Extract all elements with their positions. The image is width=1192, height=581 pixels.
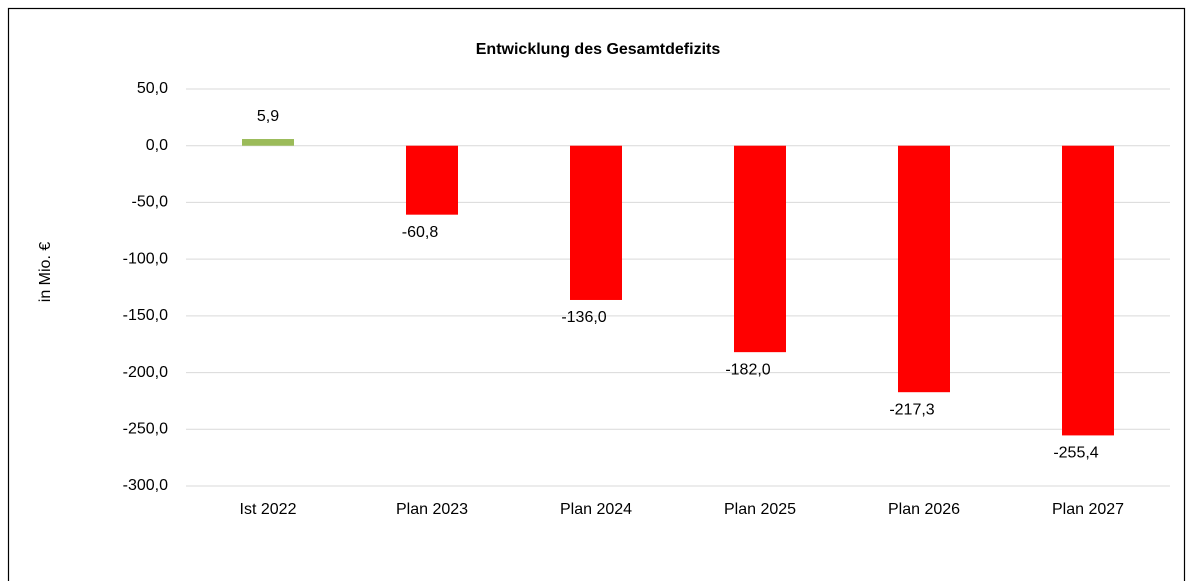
bar — [570, 145, 622, 300]
y-tick-label: -300,0 — [123, 477, 168, 494]
bar — [734, 145, 786, 353]
y-tick-label: -150,0 — [123, 307, 168, 324]
chart-border — [7, 7, 1186, 581]
x-tick-label: Plan 2024 — [560, 501, 632, 518]
x-tick-label: Plan 2026 — [888, 501, 960, 518]
x-tick-label: Plan 2023 — [396, 501, 468, 518]
x-tick-label: Ist 2022 — [240, 501, 297, 518]
bar — [242, 139, 294, 146]
y-tick-label: -100,0 — [123, 250, 168, 267]
y-tick-label: 0,0 — [146, 137, 168, 154]
value-label: -255,4 — [1053, 445, 1098, 462]
x-tick-label: Plan 2027 — [1052, 501, 1124, 518]
bar — [1062, 145, 1114, 436]
x-tick-label: Plan 2025 — [724, 501, 796, 518]
value-label: -217,3 — [889, 401, 934, 418]
y-tick-label: 50,0 — [137, 80, 168, 97]
value-label: -60,8 — [402, 224, 439, 241]
y-tick-label: -50,0 — [132, 194, 169, 211]
value-label: -182,0 — [725, 361, 770, 378]
bar — [898, 145, 950, 393]
y-axis-label: in Mio. € — [37, 242, 54, 303]
y-tick-label: -200,0 — [123, 364, 168, 381]
y-tick-label: -250,0 — [123, 421, 168, 438]
value-label: -136,0 — [561, 309, 606, 326]
bar — [406, 145, 458, 215]
chart-title: Entwicklung des Gesamtdefizits — [476, 41, 721, 58]
value-label: 5,9 — [257, 108, 279, 125]
